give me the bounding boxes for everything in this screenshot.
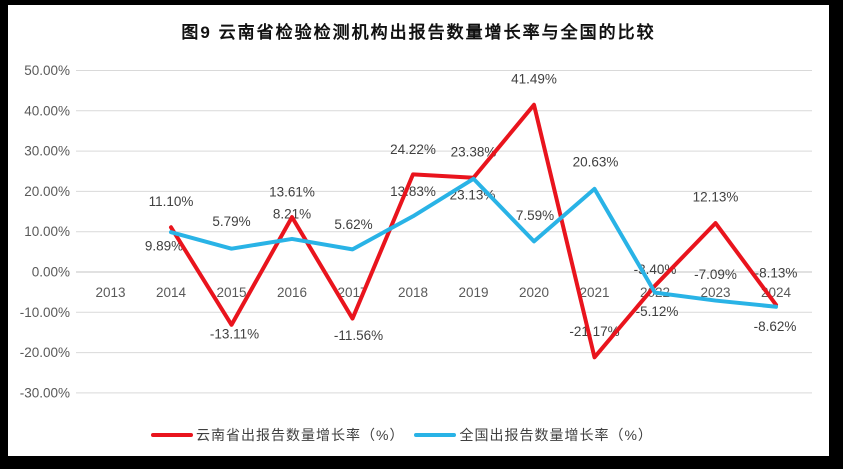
data-label: -8.13% — [755, 265, 798, 280]
data-label: 24.22% — [390, 142, 436, 157]
yunnan-line-swatch-icon — [151, 433, 193, 437]
y-tick-label: 30.00% — [24, 144, 70, 159]
data-label: 5.79% — [212, 214, 250, 229]
yunnan-series-line — [169, 102, 778, 360]
data-label: 9.89% — [145, 239, 183, 254]
data-label: 23.38% — [451, 144, 497, 159]
legend-label-national: 全国出报告数量增长率（%） — [459, 427, 653, 443]
data-label: 7.59% — [516, 208, 554, 223]
chart-legend: 云南省出报告数量增长率（%） 全国出报告数量增长率（%） — [151, 425, 653, 445]
data-label: -13.11% — [210, 326, 259, 341]
data-label: 13.83% — [390, 184, 436, 199]
data-label: 5.62% — [334, 217, 372, 232]
chart-canvas: 图9 云南省检验检测机构出报告数量增长率与全国的比较 50.00% 40.00% 3… — [8, 5, 829, 456]
data-label: -8.62% — [754, 319, 797, 334]
legend-item-national: 全国出报告数量增长率（%） — [414, 425, 652, 445]
x-tick-label: 2014 — [156, 285, 187, 300]
data-label: -5.12% — [636, 304, 679, 319]
data-label: 8.21% — [273, 206, 311, 221]
y-tick-label: 40.00% — [24, 103, 70, 118]
y-tick-label: 20.00% — [24, 184, 70, 199]
x-tick-label: 2023 — [700, 285, 730, 300]
y-tick-label: 0.00% — [32, 265, 70, 280]
legend-label-yunnan: 云南省出报告数量增长率（%） — [196, 427, 405, 443]
chart-title: 图9 云南省检验检测机构出报告数量增长率与全国的比较 — [181, 23, 656, 42]
y-tick-label: 50.00% — [24, 63, 70, 78]
plot-area: 50.00% 40.00% 30.00% 20.00% 10.00% 0.00% -10.0… — [20, 63, 812, 400]
national-line-swatch-icon — [414, 433, 457, 437]
x-tick-label: 2021 — [579, 285, 609, 300]
x-tick-label: 2015 — [216, 285, 246, 300]
data-label: 11.10% — [149, 194, 194, 209]
data-label: 20.63% — [573, 154, 619, 169]
national-series-line — [169, 176, 778, 309]
data-label: 13.61% — [269, 185, 315, 200]
x-tick-label: 2019 — [458, 285, 488, 300]
y-tick-label: 10.00% — [24, 224, 70, 239]
y-tick-label: -20.00% — [20, 345, 70, 360]
x-tick-label: 2018 — [398, 285, 428, 300]
data-label: 41.49% — [511, 71, 557, 86]
y-tick-label: -30.00% — [20, 385, 70, 400]
data-label: -11.56% — [334, 328, 383, 343]
data-label: -7.09% — [694, 267, 737, 282]
data-label: 12.13% — [693, 190, 739, 205]
y-tick-label: -10.00% — [20, 305, 70, 320]
data-label: -21.17% — [569, 324, 619, 339]
x-tick-label: 2016 — [277, 285, 307, 300]
legend-item-yunnan: 云南省出报告数量增长率（%） — [151, 425, 404, 445]
x-tick-label: 2013 — [95, 285, 125, 300]
x-tick-label: 2020 — [519, 285, 549, 300]
